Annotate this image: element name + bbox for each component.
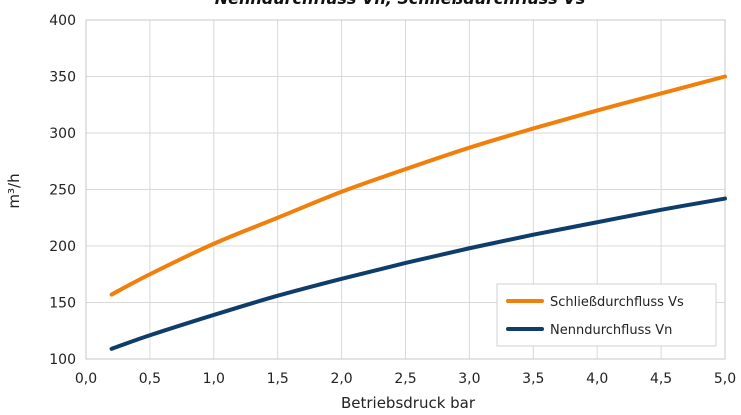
series-line-2 — [109, 196, 727, 351]
x-tick-label: 3,5 — [522, 371, 544, 387]
legend-box — [496, 283, 717, 347]
x-tick-label: 3,0 — [458, 371, 480, 387]
x-tick-label: 0,0 — [75, 371, 97, 387]
x-tick-label: 4,0 — [586, 371, 608, 387]
x-tick-label: 4,5 — [650, 371, 672, 387]
plot-area — [85, 19, 726, 360]
x-tick-label: 5,0 — [714, 371, 736, 387]
y-axis-ticks: 100 150 200 250 300 350 400 — [49, 13, 76, 368]
y-tick-label: 150 — [49, 296, 76, 312]
series-lines — [109, 74, 727, 351]
y-tick-label: 100 — [49, 352, 76, 368]
y-axis-title: m³/h — [5, 173, 23, 208]
x-tick-label: 2,5 — [394, 371, 416, 387]
legend: Schließdurchfluss Vs Nenndurchfluss Vn — [496, 283, 717, 347]
x-axis-ticks: 0,0 0,5 1,0 1,5 2,0 2,5 3,0 3,5 4,0 4,5 5,0 — [75, 371, 736, 387]
y-tick-label: 200 — [49, 239, 76, 255]
series-line-1 — [109, 74, 727, 297]
x-tick-label: 2,0 — [330, 371, 352, 387]
legend-label: Nenndurchfluss Vn — [550, 323, 672, 338]
y-tick-label: 250 — [49, 183, 76, 199]
x-tick-label: 1,5 — [267, 371, 289, 387]
y-tick-label: 350 — [49, 70, 76, 86]
y-tick-label: 400 — [49, 13, 76, 29]
chart-title: Nenndurchfluss Vn, Schließdurchfluss Vs — [215, 0, 586, 8]
y-tick-label: 300 — [49, 126, 76, 142]
x-tick-label: 0,5 — [139, 371, 161, 387]
legend-label: Schließdurchfluss Vs — [550, 295, 684, 310]
x-axis-title: Betriebsdruck bar — [341, 394, 476, 412]
x-tick-label: 1,0 — [203, 371, 225, 387]
